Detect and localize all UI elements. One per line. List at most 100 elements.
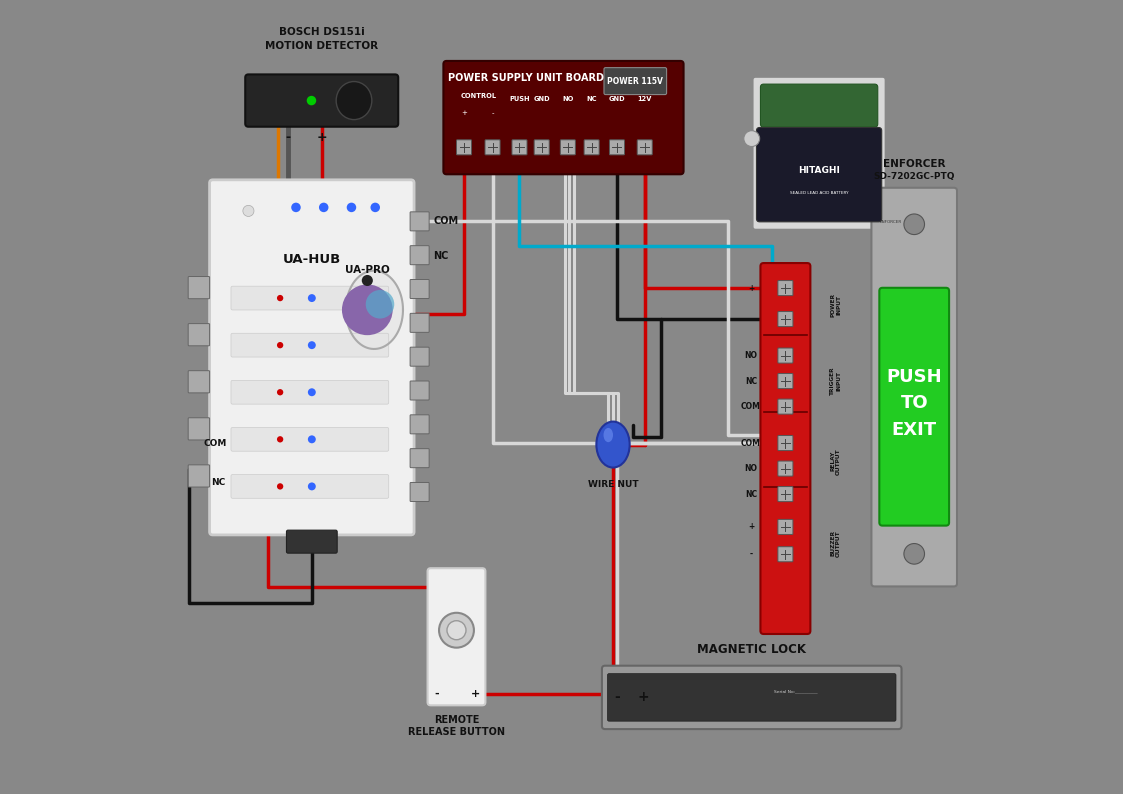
FancyBboxPatch shape <box>444 61 684 174</box>
Circle shape <box>277 295 283 301</box>
FancyBboxPatch shape <box>778 348 793 363</box>
Text: +: + <box>748 283 754 293</box>
Text: POWER SUPPLY UNIT BOARD: POWER SUPPLY UNIT BOARD <box>448 73 604 83</box>
Text: NO: NO <box>745 351 757 360</box>
FancyBboxPatch shape <box>410 347 429 366</box>
FancyBboxPatch shape <box>752 77 886 229</box>
FancyBboxPatch shape <box>778 487 793 502</box>
FancyBboxPatch shape <box>778 461 793 476</box>
Text: SD-7202GC-PTQ: SD-7202GC-PTQ <box>874 172 955 181</box>
Text: BUZZER
OUTPUT: BUZZER OUTPUT <box>830 530 841 557</box>
Text: +: + <box>317 131 327 145</box>
Circle shape <box>277 389 283 395</box>
Text: BOSCH DS151i: BOSCH DS151i <box>279 27 365 37</box>
FancyBboxPatch shape <box>778 399 793 414</box>
Circle shape <box>362 275 373 286</box>
Text: -: - <box>749 549 752 559</box>
Text: ENFORCER: ENFORCER <box>879 220 902 225</box>
Circle shape <box>277 484 283 490</box>
Text: ENFORCER: ENFORCER <box>883 159 946 169</box>
Text: WIRE NUT: WIRE NUT <box>587 480 638 488</box>
FancyBboxPatch shape <box>410 314 429 333</box>
Text: +: + <box>638 691 649 704</box>
FancyBboxPatch shape <box>410 245 429 264</box>
Circle shape <box>277 342 283 349</box>
Circle shape <box>308 483 316 491</box>
Text: COM: COM <box>203 439 227 448</box>
FancyBboxPatch shape <box>610 140 624 155</box>
FancyBboxPatch shape <box>286 530 337 553</box>
Text: PUSH: PUSH <box>886 368 942 386</box>
Text: Serial No:__________: Serial No:__________ <box>774 690 818 694</box>
FancyBboxPatch shape <box>637 140 652 155</box>
FancyBboxPatch shape <box>602 665 902 729</box>
Circle shape <box>291 202 301 212</box>
Text: COM: COM <box>433 216 458 226</box>
FancyBboxPatch shape <box>231 427 389 451</box>
Circle shape <box>308 341 316 349</box>
Text: +: + <box>472 689 481 700</box>
FancyBboxPatch shape <box>871 187 957 587</box>
Circle shape <box>904 214 924 234</box>
FancyBboxPatch shape <box>778 311 793 326</box>
Text: REMOTE: REMOTE <box>433 715 480 725</box>
FancyBboxPatch shape <box>189 324 210 346</box>
Circle shape <box>243 206 254 217</box>
Circle shape <box>439 613 474 648</box>
FancyBboxPatch shape <box>757 128 882 222</box>
Text: COM: COM <box>741 402 761 411</box>
FancyBboxPatch shape <box>231 475 389 499</box>
FancyBboxPatch shape <box>231 380 389 404</box>
Ellipse shape <box>596 422 630 468</box>
FancyBboxPatch shape <box>778 436 793 450</box>
FancyBboxPatch shape <box>410 279 429 299</box>
Circle shape <box>341 284 393 335</box>
Text: GND: GND <box>609 96 626 102</box>
FancyBboxPatch shape <box>760 84 878 127</box>
Text: 12V: 12V <box>638 96 652 102</box>
FancyBboxPatch shape <box>410 483 429 502</box>
Circle shape <box>743 131 759 147</box>
FancyBboxPatch shape <box>778 280 793 295</box>
Text: NC: NC <box>586 96 596 102</box>
Ellipse shape <box>603 428 613 442</box>
FancyBboxPatch shape <box>210 179 414 535</box>
Circle shape <box>447 621 466 640</box>
Text: CONTROL: CONTROL <box>460 93 496 99</box>
FancyBboxPatch shape <box>778 547 793 562</box>
Text: NC: NC <box>745 490 757 499</box>
Text: SEALED LEAD ACID BATTERY: SEALED LEAD ACID BATTERY <box>789 191 848 195</box>
FancyBboxPatch shape <box>410 414 429 434</box>
Text: NO: NO <box>563 96 574 102</box>
Polygon shape <box>346 271 403 349</box>
Circle shape <box>366 290 394 318</box>
Text: TRIGGER
INPUT: TRIGGER INPUT <box>830 367 841 395</box>
FancyBboxPatch shape <box>584 140 600 155</box>
FancyBboxPatch shape <box>760 263 811 634</box>
FancyBboxPatch shape <box>560 140 575 155</box>
Text: UA-PRO: UA-PRO <box>345 265 390 276</box>
FancyBboxPatch shape <box>410 449 429 468</box>
Circle shape <box>904 544 924 565</box>
Text: RELEASE BUTTON: RELEASE BUTTON <box>408 727 505 738</box>
Text: EXIT: EXIT <box>892 422 937 440</box>
Text: MAGNETIC LOCK: MAGNETIC LOCK <box>697 642 806 656</box>
Text: +: + <box>748 522 754 531</box>
FancyBboxPatch shape <box>456 140 472 155</box>
Text: -: - <box>491 110 494 117</box>
FancyBboxPatch shape <box>879 287 949 526</box>
FancyBboxPatch shape <box>485 140 500 155</box>
Text: NC: NC <box>433 251 448 261</box>
Ellipse shape <box>336 82 372 120</box>
Text: RELAY
OUTPUT: RELAY OUTPUT <box>830 448 841 475</box>
Text: POWER 115V: POWER 115V <box>608 76 664 86</box>
FancyBboxPatch shape <box>231 286 389 310</box>
FancyBboxPatch shape <box>245 75 399 127</box>
Text: COM: COM <box>741 438 761 448</box>
Text: -: - <box>749 314 752 324</box>
FancyBboxPatch shape <box>604 67 667 94</box>
FancyBboxPatch shape <box>535 140 549 155</box>
FancyBboxPatch shape <box>778 373 793 388</box>
Text: NC: NC <box>211 477 226 487</box>
FancyBboxPatch shape <box>231 333 389 357</box>
